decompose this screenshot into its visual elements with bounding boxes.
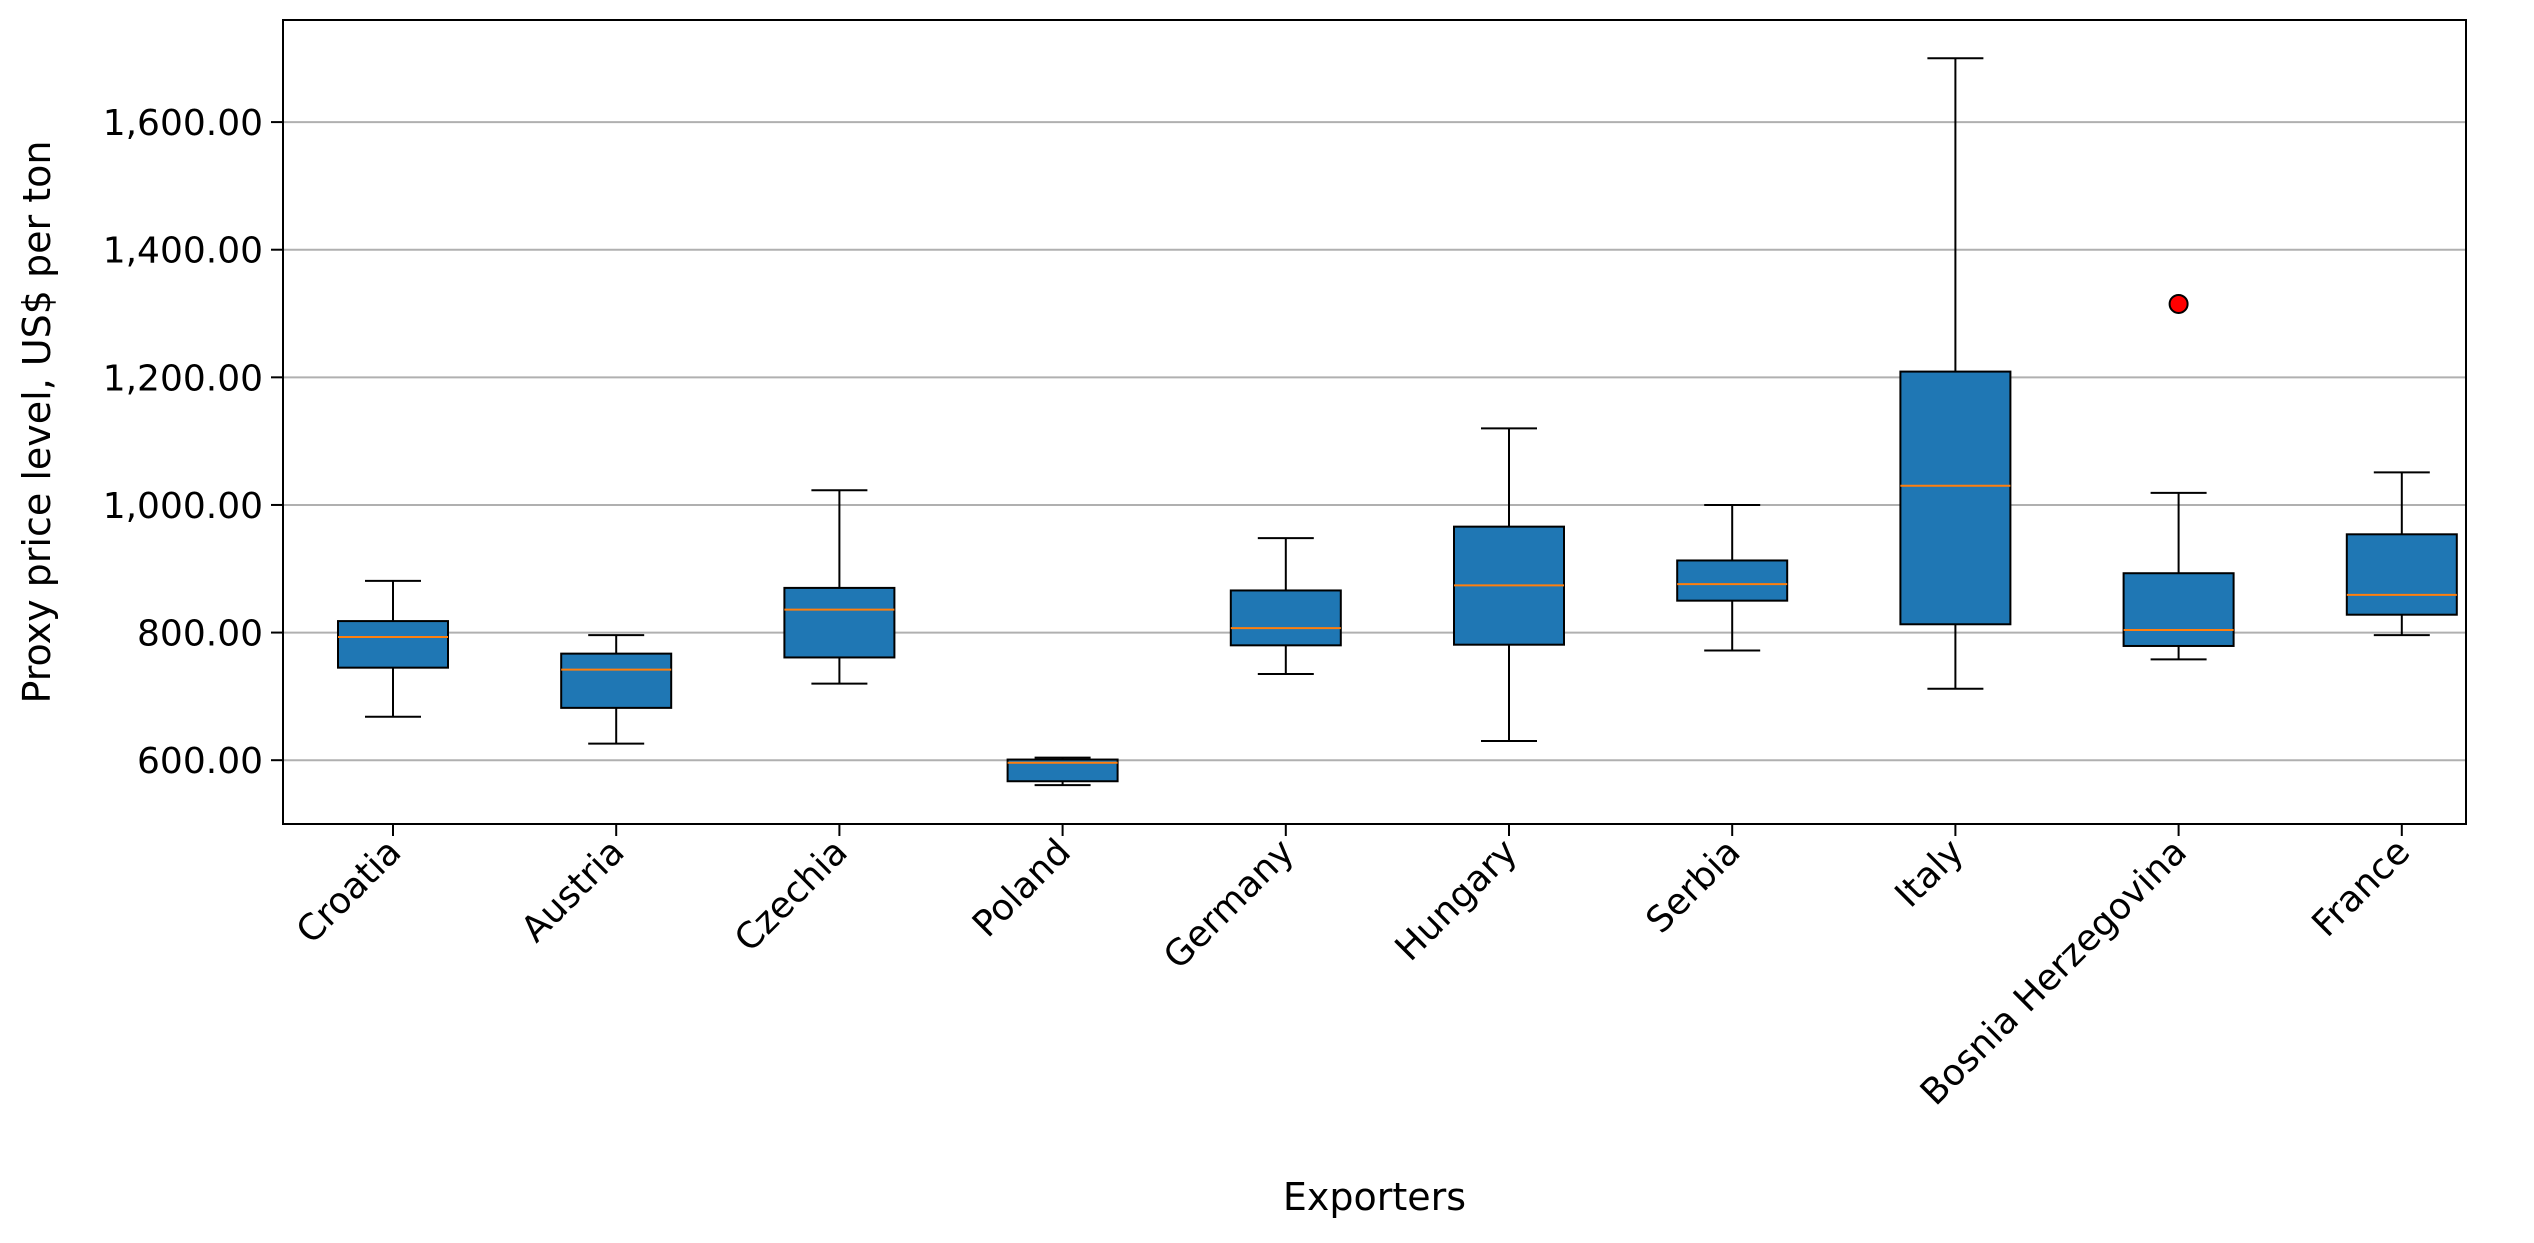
box-iqr	[1006, 758, 1119, 783]
box-croatia	[337, 579, 449, 718]
box-hungary	[1453, 427, 1565, 743]
y-axis-ticks: 600.00 800.00 1,000.00 1,200.00 1,400.00 1,60…	[103, 103, 283, 782]
x-axis-label: Exporters	[1283, 1175, 1466, 1219]
box-bosnia-herzegovina	[2122, 293, 2235, 661]
x-tick-label: Croatia	[289, 831, 410, 952]
box-serbia	[1676, 503, 1789, 652]
x-tick-label: Germany	[1156, 831, 1302, 977]
box-iqr	[2122, 572, 2235, 647]
y-axis-label: Proxy price level, US$ per ton	[15, 141, 59, 704]
y-tick-label: 800.00	[137, 614, 263, 655]
y-tick-label: 1,600.00	[103, 103, 263, 144]
box-poland	[1006, 756, 1119, 787]
box-iqr	[560, 652, 673, 709]
boxes	[337, 57, 2458, 787]
box-iqr	[1899, 370, 2012, 626]
y-tick-label: 1,000.00	[103, 486, 263, 527]
x-tick-label: Serbia	[1638, 831, 1748, 941]
gridlines	[283, 121, 2466, 762]
x-tick-label: Czechia	[727, 831, 856, 960]
y-tick-label: 1,200.00	[103, 358, 263, 399]
box-iqr	[1229, 589, 1342, 647]
outlier-point	[2168, 293, 2189, 314]
y-tick-label: 1,400.00	[103, 231, 263, 272]
box-austria	[560, 634, 673, 745]
box-iqr	[2345, 533, 2458, 616]
x-tick-label: Italy	[1888, 831, 1972, 915]
box-iqr	[783, 586, 896, 659]
box-iqr	[337, 620, 449, 669]
plot-frame	[282, 19, 2467, 825]
x-tick-label: Hungary	[1388, 831, 1526, 969]
box-france	[2345, 471, 2458, 637]
box-czechia	[783, 489, 896, 685]
x-axis-ticks: Croatia Austria Czechia Poland Germany Hungar…	[289, 824, 2418, 1113]
box-iqr	[1676, 559, 1789, 602]
box-germany	[1229, 537, 1342, 676]
x-tick-label: Austria	[514, 831, 633, 950]
y-tick-label: 600.00	[137, 741, 263, 782]
x-tick-label: France	[2305, 831, 2419, 945]
x-tick-label: Poland	[965, 831, 1079, 945]
box-italy	[1899, 57, 2012, 690]
